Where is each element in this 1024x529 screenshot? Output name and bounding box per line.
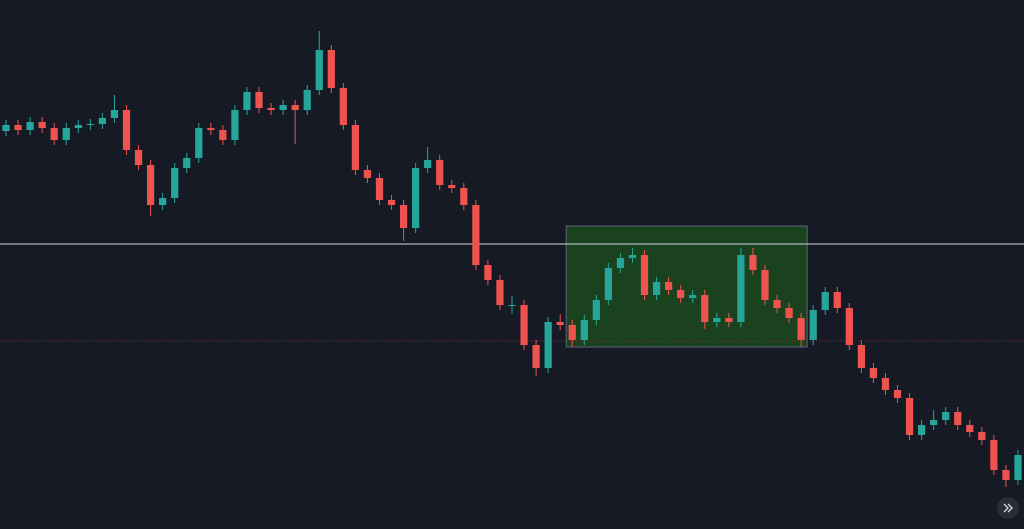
candle-body [74,125,82,128]
candle-body [267,108,275,110]
candle-body [917,425,926,435]
candle-body [291,105,299,110]
candle-body [98,118,107,124]
candle-body [122,110,131,150]
candle-body [351,125,360,170]
candle-body [881,378,890,390]
candle-body [460,188,468,205]
candle-body [833,292,841,308]
candle-body [616,258,625,268]
candle-body [725,318,733,322]
candle-body [990,440,998,470]
candle-body [171,168,179,198]
candle-body [315,50,323,90]
candle-body [110,110,119,118]
candle-body [761,270,769,300]
candle-body [785,308,793,318]
candle-body [2,125,10,131]
candle-body [484,265,492,280]
candle-body [701,295,709,322]
candle-body [966,425,974,432]
candle-body [544,322,552,368]
candle-body [532,345,540,368]
candle-body [472,205,480,265]
candle-body [38,122,46,128]
candle-body [689,295,697,298]
candle-body [677,290,685,298]
candle-body [183,158,191,168]
candle-body [930,420,938,425]
candle-body [436,160,444,185]
candle-body [207,128,215,130]
candle-body [363,170,372,178]
candle-body [1014,455,1022,480]
candle-body [869,368,878,378]
scroll-icon [1003,503,1013,513]
candle-body [50,128,58,140]
candle-body [14,125,22,130]
candle-body [737,255,745,322]
candle-body [604,268,612,300]
candle-body [448,185,456,188]
candle-body [1002,470,1010,480]
candle-body [387,200,396,205]
candle-body [809,310,817,340]
candle-body [86,124,94,125]
candle-body [231,110,239,140]
candle-body [26,122,34,130]
candle-body [857,345,865,368]
candle-body [592,300,600,320]
candle-body [146,165,155,205]
candle-body [195,128,203,158]
candle-body [62,128,70,140]
candle-body [508,305,516,306]
scroll-button[interactable] [997,497,1019,519]
candle-body [399,205,408,228]
candle-body [942,412,950,420]
candle-body [580,320,588,340]
candle-body [893,390,902,398]
candle-body [159,198,167,205]
candle-body [303,90,311,110]
candle-body [978,432,986,440]
candle-body [496,280,504,305]
candle-body [652,282,661,295]
candle-body [243,92,251,110]
candle-body [556,322,564,325]
candle-body [520,305,528,345]
candle-body [954,412,962,425]
candle-body [279,105,287,110]
candle-body [255,92,263,108]
candle-body [845,308,853,345]
candle-body [905,398,914,435]
candle-body [568,325,576,340]
candle-body [219,130,227,140]
candle-body [773,300,781,308]
candle-body [339,88,347,125]
candle-body [664,282,673,290]
candle-body [134,150,143,165]
candle-body [640,255,649,295]
candle-body [821,292,829,310]
candle-body [797,318,805,340]
candle-body [628,255,637,258]
candle-body [424,160,432,168]
lines-layer [0,243,1024,342]
candle-body [749,255,757,270]
candle-body [412,168,420,228]
candle-body [375,178,384,200]
candle-body [713,318,721,322]
candles-layer [2,31,1022,487]
candle-body [327,50,335,88]
